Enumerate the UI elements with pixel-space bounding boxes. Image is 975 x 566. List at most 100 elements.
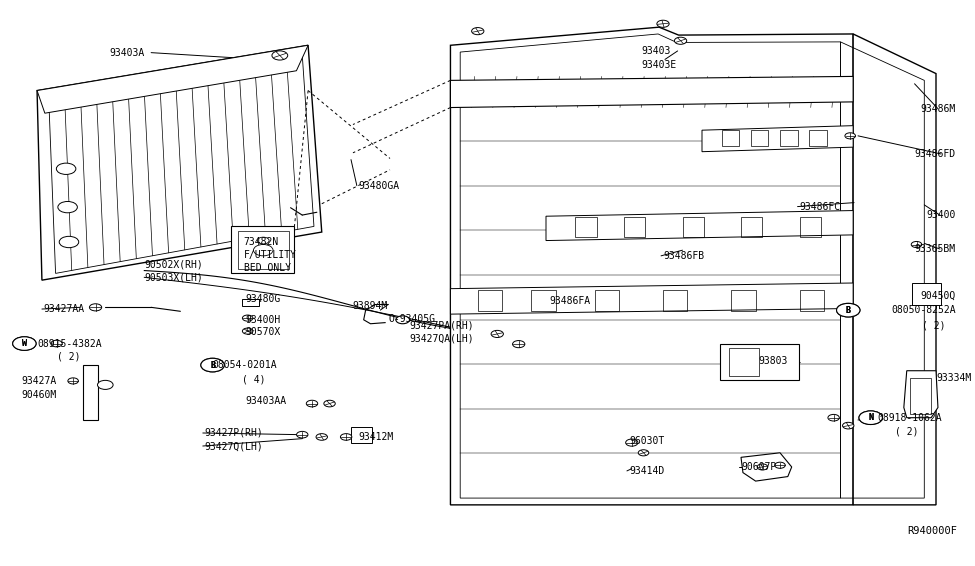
Text: O-93405G: O-93405G	[388, 314, 435, 324]
Text: 93486FA: 93486FA	[549, 296, 590, 306]
Text: 08050-8252A: 08050-8252A	[891, 305, 955, 315]
Text: 08918-1062A: 08918-1062A	[878, 413, 942, 423]
Circle shape	[243, 328, 253, 334]
Circle shape	[98, 380, 113, 389]
Polygon shape	[450, 27, 853, 505]
Text: 93427Q(LH): 93427Q(LH)	[205, 441, 263, 451]
Circle shape	[306, 400, 318, 407]
Circle shape	[68, 378, 78, 384]
Text: 90502X(RH): 90502X(RH)	[144, 260, 203, 270]
Text: 93486M: 93486M	[920, 104, 956, 114]
Text: ( 4): ( 4)	[242, 374, 265, 384]
Circle shape	[639, 450, 648, 456]
Bar	[682, 217, 704, 237]
Text: 93400: 93400	[926, 210, 956, 220]
Text: 90460M: 90460M	[21, 389, 57, 400]
Circle shape	[59, 237, 79, 248]
Text: ( 2): ( 2)	[922, 320, 946, 331]
Bar	[800, 217, 821, 237]
Text: 08054-0201A: 08054-0201A	[213, 360, 277, 370]
Text: 93803: 93803	[759, 355, 788, 366]
Bar	[780, 130, 798, 146]
Polygon shape	[741, 453, 792, 481]
Text: 73482N: 73482N	[244, 237, 279, 247]
Polygon shape	[853, 34, 936, 505]
Circle shape	[472, 28, 484, 35]
Circle shape	[13, 337, 36, 350]
Text: 93427A: 93427A	[21, 376, 57, 386]
Bar	[595, 290, 619, 311]
Text: 93480G: 93480G	[246, 294, 281, 304]
Circle shape	[296, 431, 308, 438]
Bar	[351, 427, 372, 443]
Circle shape	[257, 237, 269, 244]
Bar	[809, 130, 827, 146]
Circle shape	[675, 37, 686, 44]
Polygon shape	[450, 283, 853, 314]
Text: 90450Q: 90450Q	[920, 290, 956, 301]
Bar	[722, 130, 739, 146]
Circle shape	[90, 304, 101, 311]
Text: 90607P: 90607P	[741, 462, 776, 472]
Circle shape	[396, 316, 410, 324]
Polygon shape	[450, 76, 853, 108]
Polygon shape	[546, 211, 853, 241]
Circle shape	[201, 358, 224, 372]
Bar	[531, 290, 556, 311]
Bar	[912, 283, 941, 305]
Circle shape	[58, 201, 77, 213]
Text: 93334M: 93334M	[936, 373, 971, 383]
Text: 93486FB: 93486FB	[663, 251, 704, 261]
Text: B: B	[845, 306, 851, 315]
Bar	[910, 378, 931, 414]
Circle shape	[324, 400, 335, 407]
Text: 93486FC: 93486FC	[800, 201, 840, 212]
Bar	[231, 226, 294, 273]
Circle shape	[842, 422, 854, 429]
Text: 93427PA(RH): 93427PA(RH)	[410, 320, 474, 331]
Text: N: N	[868, 413, 874, 422]
Bar	[83, 365, 98, 420]
Text: B: B	[210, 361, 215, 370]
Bar	[731, 290, 756, 311]
Circle shape	[201, 358, 224, 372]
Circle shape	[912, 242, 921, 247]
Bar	[242, 299, 259, 306]
Text: ( 2): ( 2)	[895, 426, 918, 436]
Circle shape	[845, 133, 855, 139]
Text: 93403A: 93403A	[109, 48, 144, 58]
Polygon shape	[37, 45, 322, 280]
Text: N: N	[868, 413, 874, 422]
Circle shape	[13, 337, 36, 350]
Text: 93480GA: 93480GA	[359, 181, 400, 191]
Bar	[663, 290, 687, 311]
Text: ( 2): ( 2)	[57, 351, 80, 362]
Circle shape	[243, 315, 253, 321]
Circle shape	[57, 163, 76, 174]
Circle shape	[657, 20, 669, 27]
Bar	[238, 231, 289, 269]
Bar	[575, 217, 597, 237]
Bar	[720, 344, 799, 380]
Text: 93412M: 93412M	[359, 432, 394, 442]
Text: 93403: 93403	[642, 46, 671, 56]
Circle shape	[837, 303, 860, 317]
Circle shape	[837, 303, 860, 317]
Text: 90570X: 90570X	[246, 327, 281, 337]
Polygon shape	[37, 45, 308, 113]
Text: 93365BM: 93365BM	[915, 244, 956, 254]
Circle shape	[828, 414, 839, 421]
Circle shape	[340, 434, 352, 440]
Text: 93400H: 93400H	[246, 315, 281, 325]
Text: 93414D: 93414D	[629, 466, 664, 476]
Text: 93427AA: 93427AA	[44, 304, 85, 314]
Circle shape	[272, 51, 288, 60]
Polygon shape	[702, 126, 853, 152]
Text: B: B	[210, 361, 215, 370]
Text: 08915-4382A: 08915-4382A	[37, 338, 101, 349]
Bar	[729, 348, 759, 376]
Circle shape	[859, 411, 882, 424]
Text: 93486FD: 93486FD	[915, 149, 956, 159]
Text: 93403AA: 93403AA	[246, 396, 287, 406]
Text: 93894M: 93894M	[353, 301, 388, 311]
